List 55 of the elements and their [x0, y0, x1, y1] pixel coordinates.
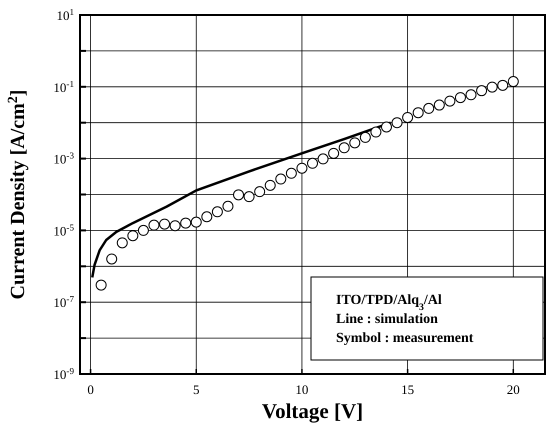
point: [264, 180, 276, 191]
x-tick-label: 10: [295, 382, 308, 397]
point: [307, 158, 318, 169]
x-tick-label: 0: [87, 382, 94, 397]
point: [296, 162, 308, 174]
point: [222, 200, 234, 212]
point: [508, 76, 519, 88]
point: [138, 224, 149, 236]
point: [116, 237, 128, 248]
point: [402, 112, 414, 123]
y-tick-label: 10$^{-5}$: [53, 222, 74, 238]
point: [244, 191, 255, 202]
x-tick-label: 20: [506, 382, 520, 397]
point: [392, 117, 403, 128]
point: [212, 206, 223, 218]
point: [338, 142, 350, 154]
annotation: ITO/TPD/Alq$_{3}$/Al: [336, 293, 442, 312]
point: [454, 92, 466, 104]
point: [148, 220, 160, 231]
x-axis-title: Voltage [V]: [262, 399, 364, 423]
point: [159, 218, 170, 230]
point: [233, 189, 244, 200]
y-tick-label: 10$^{-1}$: [53, 78, 74, 95]
point: [275, 174, 286, 185]
x-tick-label: 5: [193, 382, 200, 397]
point: [476, 85, 488, 96]
point: [380, 121, 392, 132]
point: [370, 126, 382, 138]
point: [486, 82, 498, 93]
point: [412, 107, 424, 118]
point: [180, 218, 192, 229]
annotation: Line : simulation: [336, 312, 438, 327]
point: [127, 230, 138, 242]
point: [201, 211, 212, 222]
point: [444, 96, 456, 107]
y-tick-label: 10$^{1}$: [56, 7, 74, 23]
point: [254, 186, 266, 198]
y-tick-label: 10$^{-7}$: [53, 294, 74, 310]
point: [434, 100, 445, 111]
annotation: Symbol : measurement: [336, 331, 474, 346]
y-tick-label: 10$^{-3}$: [53, 150, 74, 167]
point: [190, 216, 202, 228]
x-tick-label: 15: [401, 382, 414, 397]
point: [349, 137, 360, 148]
point: [170, 220, 181, 232]
point: [286, 168, 297, 179]
y-tick-label: 10$^{-9}$: [53, 366, 74, 382]
point: [318, 153, 329, 164]
point: [497, 80, 508, 91]
point: [96, 280, 107, 291]
point: [106, 253, 118, 264]
point: [360, 132, 371, 143]
point: [423, 102, 434, 114]
point: [328, 148, 340, 159]
point: [466, 89, 477, 100]
